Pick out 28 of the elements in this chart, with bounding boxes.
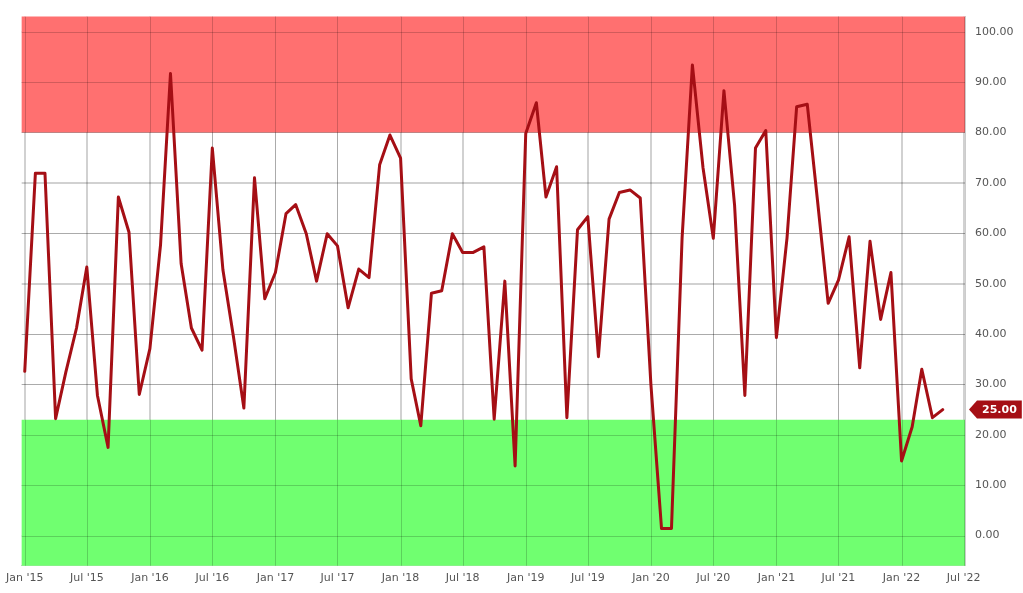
y-tick-label: 70.00 — [975, 175, 1007, 189]
x-tick-label: Jul '18 — [444, 571, 480, 585]
x-tick-label: Jan '19 — [505, 571, 545, 585]
y-tick-label: 0.00 — [975, 528, 1000, 542]
y-tick-label: 100.00 — [975, 24, 1014, 38]
y-tick-label: 50.00 — [975, 276, 1007, 290]
x-tick-label: Jan '22 — [881, 571, 921, 585]
y-tick-label: 60.00 — [975, 226, 1007, 240]
x-tick-label: Jan '16 — [130, 571, 169, 585]
x-tick-label: Jan '21 — [756, 571, 796, 585]
y-tick-label: 80.00 — [975, 125, 1007, 139]
y-tick-label: 20.00 — [975, 427, 1007, 441]
x-tick-label: Jul '22 — [945, 571, 981, 585]
x-tick-label: Jul '20 — [695, 571, 731, 585]
x-tick-label: Jul '15 — [68, 571, 104, 585]
x-tick-label: Jan '15 — [5, 571, 44, 585]
text: 25.00 — [982, 403, 1018, 417]
x-tick-label: Jan '20 — [631, 571, 670, 585]
x-tick-label: Jul '17 — [319, 571, 355, 585]
x-tick-label: Jan '17 — [255, 571, 295, 585]
x-tick-label: Jan '18 — [380, 571, 420, 585]
y-tick-label: 90.00 — [975, 74, 1007, 88]
y-tick-label: 10.00 — [975, 478, 1007, 492]
x-tick-label: Jul '16 — [194, 571, 230, 585]
x-tick-label: Jul '21 — [820, 571, 856, 585]
x-tick-label: Jul '19 — [569, 571, 605, 585]
y-tick-label: 40.00 — [975, 326, 1007, 340]
y-tick-label: 30.00 — [975, 377, 1007, 391]
